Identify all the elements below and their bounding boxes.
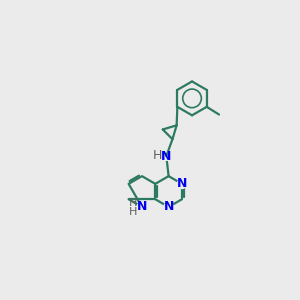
Circle shape [177,179,187,188]
Text: N: N [137,200,147,213]
Circle shape [164,203,173,211]
Circle shape [162,152,171,161]
Text: H: H [129,198,138,208]
Text: H: H [129,207,138,217]
Text: N: N [164,200,174,213]
Text: N: N [177,177,187,190]
Circle shape [137,202,147,212]
Circle shape [178,180,186,188]
Circle shape [164,202,173,212]
Text: N: N [161,150,172,163]
Circle shape [138,203,146,211]
Text: H: H [152,149,162,162]
